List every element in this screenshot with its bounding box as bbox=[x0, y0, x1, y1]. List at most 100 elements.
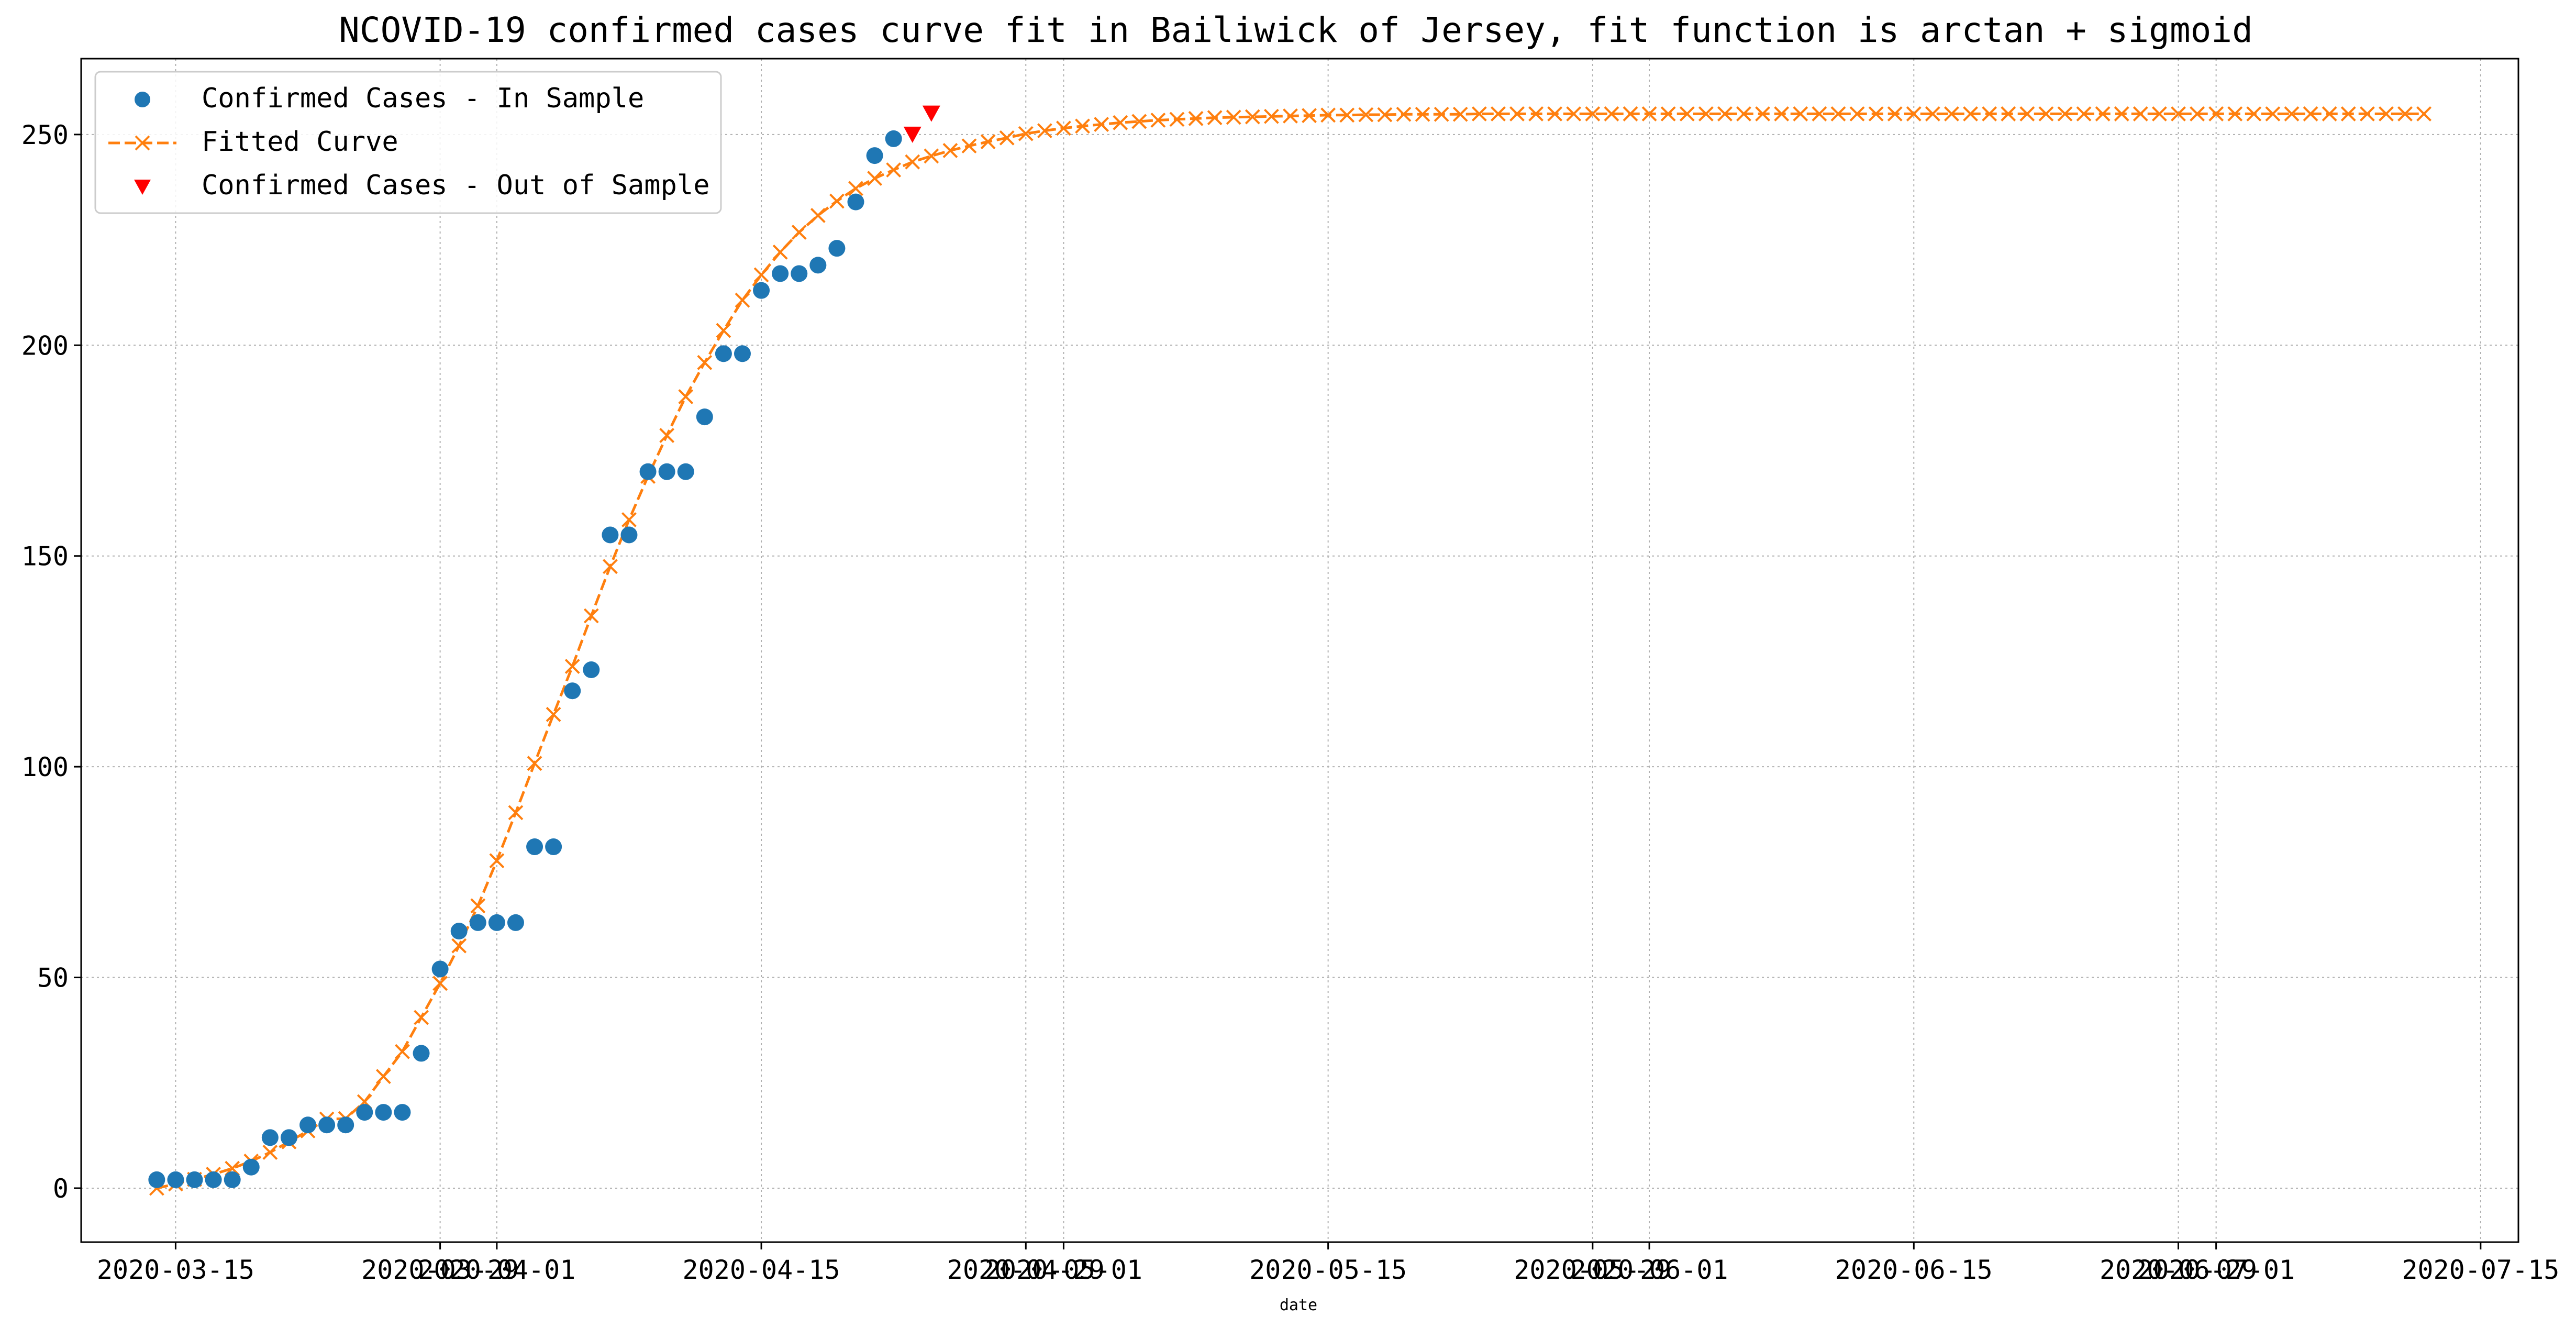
fitted-curve-point bbox=[583, 608, 599, 624]
fitted-curve-point bbox=[980, 134, 996, 149]
fitted-curve-point bbox=[1245, 109, 1260, 125]
fitted-curve-point bbox=[1339, 107, 1355, 123]
in-sample-point bbox=[488, 914, 505, 931]
in-sample-point bbox=[337, 1116, 354, 1134]
fitted-curve-point bbox=[1188, 110, 1204, 126]
fitted-curve-point bbox=[2133, 106, 2148, 121]
in-sample-point bbox=[148, 1171, 165, 1188]
fitted-curve-point bbox=[546, 706, 561, 722]
fitted-curve-point bbox=[659, 428, 675, 443]
fitted-curve-point bbox=[262, 1145, 278, 1160]
in-sample-point bbox=[394, 1104, 411, 1121]
fitted-curve-point bbox=[1868, 106, 1884, 121]
in-sample-point bbox=[734, 345, 751, 362]
legend-marker-out-of-sample bbox=[134, 180, 151, 195]
in-sample-point bbox=[431, 960, 449, 978]
fitted-curve-point bbox=[1925, 106, 1940, 121]
fitted-curve-point bbox=[2284, 106, 2300, 121]
in-sample-point bbox=[413, 1045, 430, 1062]
fitted-curve-point bbox=[1887, 106, 1903, 121]
x-axis-label: date bbox=[1280, 1296, 1317, 1314]
y-tick-label-50: 50 bbox=[37, 963, 69, 993]
x-tick-label-2020-04-29: 2020-04-29 bbox=[947, 1255, 1105, 1285]
fitted-curve-point bbox=[1679, 106, 1695, 121]
x-tick-label-2020-05-01: 2020-05-01 bbox=[985, 1255, 1142, 1285]
in-sample-point bbox=[507, 914, 524, 931]
in-sample-point bbox=[828, 240, 846, 257]
in-sample-point bbox=[299, 1116, 317, 1134]
fitted-curve-point bbox=[414, 1010, 429, 1025]
fitted-curve-point bbox=[2001, 106, 2016, 121]
out-of-sample-point bbox=[903, 126, 921, 143]
x-tick-label-2020-06-29: 2020-06-29 bbox=[2100, 1255, 2257, 1285]
fitted-curve-point bbox=[2227, 106, 2243, 121]
fitted-curve-point bbox=[942, 143, 958, 158]
fitted-curve-point bbox=[1944, 106, 1959, 121]
in-sample-point bbox=[677, 463, 694, 480]
in-sample-point bbox=[356, 1104, 373, 1121]
fitted-curve-point bbox=[848, 181, 863, 196]
in-sample-point bbox=[526, 838, 543, 856]
fitted-curve-point bbox=[1698, 106, 1714, 121]
fitted-curve-point bbox=[2378, 106, 2394, 121]
legend-label-in-sample: Confirmed Cases - In Sample bbox=[202, 83, 644, 114]
in-sample-point bbox=[602, 526, 619, 544]
fitted-curve-point bbox=[1415, 106, 1430, 122]
fitted-curve-point bbox=[1982, 106, 1997, 121]
fitted-curve-point bbox=[1793, 106, 1808, 121]
x-tick-label-2020-07-01: 2020-07-01 bbox=[2137, 1255, 2295, 1285]
in-sample-point bbox=[866, 147, 883, 164]
fitted-curve-point bbox=[1604, 106, 1619, 121]
fitted-curve-point bbox=[1812, 106, 1827, 121]
fitted-curve-point bbox=[1755, 106, 1771, 121]
fitted-curve-point bbox=[1320, 107, 1336, 123]
fitted-curve-point bbox=[508, 805, 524, 821]
fitted-curve-point bbox=[1263, 108, 1279, 124]
fitted-curve-point bbox=[678, 389, 694, 404]
fitted-curve-point bbox=[1774, 106, 1790, 121]
fitted-curve-point bbox=[2190, 106, 2205, 121]
fitted-curve-point bbox=[961, 138, 977, 154]
legend-box bbox=[94, 71, 722, 214]
fitted-curve-point bbox=[1434, 106, 1449, 122]
in-sample-point bbox=[620, 526, 638, 544]
fitted-curve-point bbox=[1226, 109, 1241, 125]
fitted-curve-point bbox=[810, 207, 826, 223]
fitted-curve-point bbox=[564, 659, 580, 674]
fitted-curve-point bbox=[451, 938, 467, 954]
fitted-curve-point bbox=[1056, 120, 1071, 136]
y-tick-label-0: 0 bbox=[53, 1174, 69, 1204]
fitted-curve-point bbox=[1963, 106, 1978, 121]
in-sample-point bbox=[167, 1171, 184, 1188]
fitted-curve-point bbox=[1207, 110, 1223, 126]
in-sample-point bbox=[639, 463, 657, 480]
fitted-curve-point bbox=[1358, 107, 1374, 123]
fitted-curve-point bbox=[791, 225, 807, 240]
fitted-curve-point bbox=[772, 245, 788, 260]
fitted-curve-point bbox=[999, 130, 1015, 146]
fitted-curve-point bbox=[1169, 112, 1185, 127]
fitted-curve-point bbox=[924, 148, 939, 164]
fitted-curve-point bbox=[470, 898, 486, 914]
x-tick-label-2020-04-15: 2020-04-15 bbox=[683, 1255, 840, 1285]
legend: Confirmed Cases - In Sample Fitted Curve… bbox=[94, 71, 722, 214]
fitted-curve-point bbox=[2171, 106, 2186, 121]
in-sample-point bbox=[280, 1129, 297, 1146]
fitted-curve-point bbox=[2151, 106, 2167, 121]
x-tick-label-2020-04-01: 2020-04-01 bbox=[418, 1255, 575, 1285]
fitted-curve-point bbox=[2114, 106, 2129, 121]
fitted-curve-point bbox=[1490, 106, 1506, 121]
x-tick-label-2020-07-15: 2020-07-15 bbox=[2402, 1255, 2559, 1285]
in-sample-point bbox=[658, 463, 675, 480]
fitted-curve-point bbox=[1018, 126, 1034, 141]
in-sample-point bbox=[205, 1171, 222, 1188]
in-sample-point bbox=[772, 265, 789, 282]
in-sample-point bbox=[847, 193, 864, 211]
in-sample-point bbox=[545, 838, 562, 856]
x-tick-label-2020-03-15: 2020-03-15 bbox=[97, 1255, 254, 1285]
fitted-curve-point bbox=[527, 756, 542, 771]
fitted-curve-point bbox=[2095, 106, 2111, 121]
fitted-curve-point bbox=[2208, 106, 2224, 121]
in-sample-point bbox=[696, 408, 713, 426]
